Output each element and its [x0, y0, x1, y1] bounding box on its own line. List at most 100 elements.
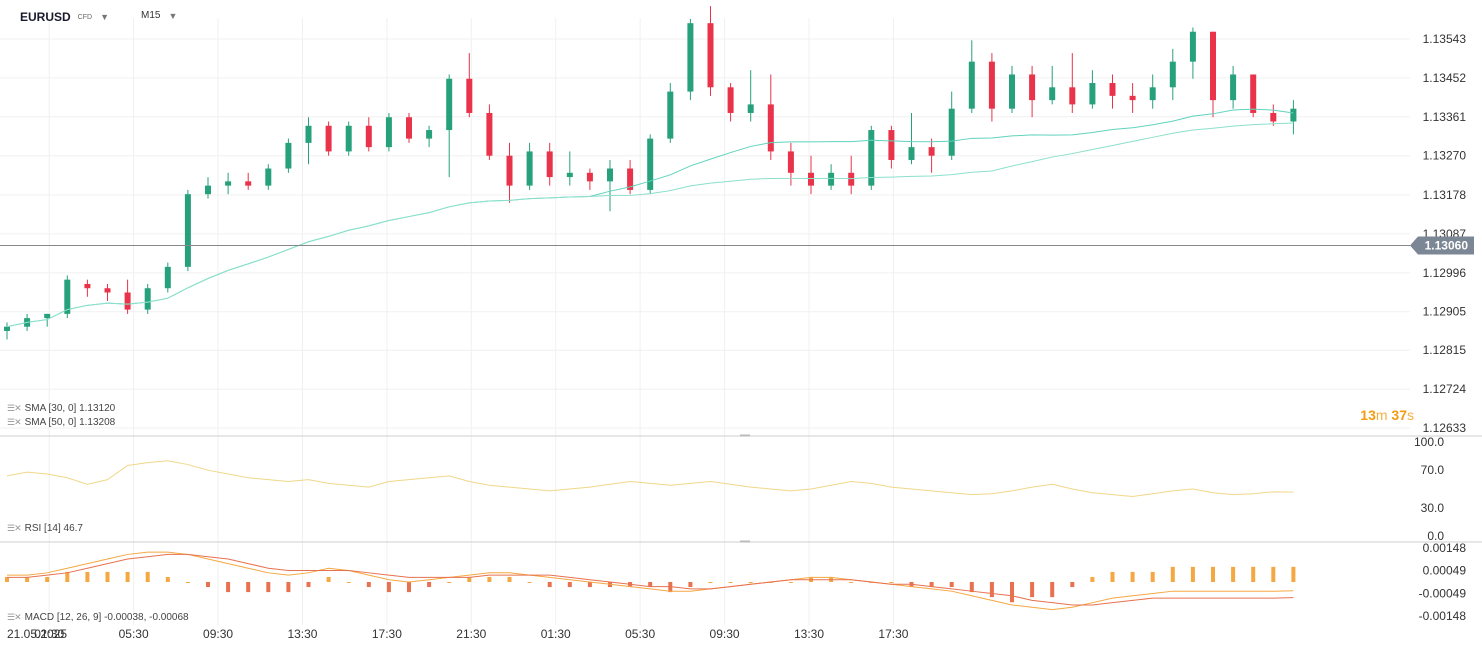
candle-body [285, 142, 292, 169]
timeframe-selector[interactable]: M15 ▼ [141, 10, 177, 21]
current-price-label: 1.13060 [1425, 238, 1469, 252]
candle-body [225, 181, 232, 186]
rsi-tick-label: 0.0 [1427, 529, 1444, 543]
sma-lines [6, 108, 1294, 328]
macd-histogram-bar [306, 582, 311, 588]
candle-body [1230, 74, 1237, 101]
macd-histogram-bar [1291, 566, 1296, 582]
candle-body [727, 87, 734, 113]
rsi-pane [6, 460, 1294, 498]
candle-body [1169, 61, 1176, 88]
macd-legend[interactable]: ☰✕ MACD [12, 26, 9] -0.00038, -0.00068 [7, 612, 189, 623]
settings-icon[interactable]: ☰✕ [7, 612, 22, 622]
candle-body [506, 155, 513, 186]
price-tick-label: 1.12815 [1423, 343, 1467, 357]
candle-body [345, 125, 352, 152]
macd-histogram-bar [708, 582, 713, 583]
macd-histogram-bar [1211, 566, 1215, 582]
candle-body [607, 168, 613, 182]
candle-body [4, 326, 10, 331]
candle-body [627, 168, 634, 190]
candle-body [1149, 87, 1156, 101]
time-tick-label: 21:30 [456, 627, 486, 641]
candle-body [888, 130, 895, 160]
symbol-selector[interactable]: EURUSD CFD ▼ [20, 10, 109, 24]
candle-body [1210, 31, 1216, 101]
macd-histogram-bar [949, 582, 954, 588]
candle-body [808, 172, 814, 186]
macd-histogram-bar [226, 582, 231, 593]
macd-histogram-bar [427, 582, 432, 588]
countdown-min-unit: m [1375, 407, 1388, 423]
macd-histogram-bar [889, 582, 894, 583]
candle-body [124, 292, 131, 310]
macd-histogram-bar [849, 582, 854, 583]
macd-histogram-bar [648, 582, 653, 588]
macd-histogram-bar [1030, 582, 1035, 598]
macd-histogram-bar [748, 582, 753, 583]
rsi-tick-label: 70.0 [1421, 463, 1445, 477]
countdown-minutes: 13 [1360, 407, 1376, 423]
candle-body [586, 172, 593, 182]
candle-body [928, 147, 935, 156]
candle-body [667, 91, 674, 139]
candle-body [1270, 112, 1277, 122]
macd-histogram-bar [366, 582, 371, 588]
macd-histogram-bar [447, 582, 452, 583]
candlestick-series [4, 6, 1297, 340]
macd-histogram-bar [185, 582, 190, 583]
price-tick-label: 1.13270 [1423, 149, 1467, 163]
settings-icon[interactable]: ☰✕ [7, 403, 22, 413]
candle-body [566, 172, 573, 178]
macd-tick-label: -0.00148 [1419, 609, 1467, 623]
macd-tick-label: -0.00049 [1419, 586, 1467, 600]
candle-body [84, 283, 91, 289]
time-tick-label: 05:30 [119, 627, 149, 641]
sma50-legend[interactable]: ☰✕ SMA [50, 0] 1.13208 [7, 417, 115, 428]
pane-resize-handle [740, 540, 750, 543]
symbol-name: EURUSD [20, 10, 71, 24]
macd-histogram-bar [487, 576, 492, 582]
candle-body [1069, 87, 1076, 105]
time-tick-label: 09:30 [203, 627, 233, 641]
macd-histogram-bar [165, 576, 170, 582]
price-tick-label: 1.12633 [1423, 421, 1467, 435]
candle-body [908, 147, 915, 160]
settings-icon[interactable]: ☰✕ [7, 417, 22, 427]
macd-signal-line [7, 553, 1294, 606]
time-tick-label: 13:30 [287, 627, 317, 641]
candle-body [868, 130, 875, 186]
sma30-legend[interactable]: ☰✕ SMA [30, 0] 1.13120 [7, 403, 115, 414]
macd-histogram-bar [5, 576, 9, 582]
macd-histogram-bar [145, 571, 150, 582]
price-tick-label: 1.13361 [1423, 110, 1467, 124]
macd-histogram-bar [467, 576, 472, 582]
macd-histogram-bar [1070, 582, 1075, 588]
macd-histogram-bar [728, 582, 733, 583]
macd-histogram-bar [246, 582, 251, 593]
countdown-sec-unit: s [1407, 407, 1414, 423]
price-tick-label: 1.13452 [1423, 71, 1467, 85]
candle-countdown: 13m 37s [1360, 407, 1414, 423]
candle-body [828, 172, 835, 186]
time-tick-label: 01:30 [541, 627, 571, 641]
candle-body [1109, 83, 1116, 96]
candle-body [1049, 87, 1056, 101]
candle-body [767, 104, 774, 152]
rsi-legend[interactable]: ☰✕ RSI [14] 46.7 [7, 523, 83, 534]
macd-histogram-bar [1130, 571, 1135, 582]
rsi-tick-label: 100.0 [1414, 435, 1444, 449]
candle-body [1290, 108, 1297, 122]
candle-body [486, 112, 493, 156]
rsi-tick-label: 30.0 [1421, 501, 1445, 515]
candle-body [546, 151, 553, 178]
time-tick-label: 17:30 [372, 627, 402, 641]
time-tick-label: 21.05.2025 [7, 627, 67, 641]
settings-icon[interactable]: ☰✕ [7, 523, 22, 533]
macd-tick-label: 0.00049 [1423, 564, 1467, 578]
candle-body [205, 185, 211, 195]
grid [0, 18, 1410, 625]
macd-histogram-bar [85, 571, 90, 582]
rsi-line [6, 460, 1294, 498]
